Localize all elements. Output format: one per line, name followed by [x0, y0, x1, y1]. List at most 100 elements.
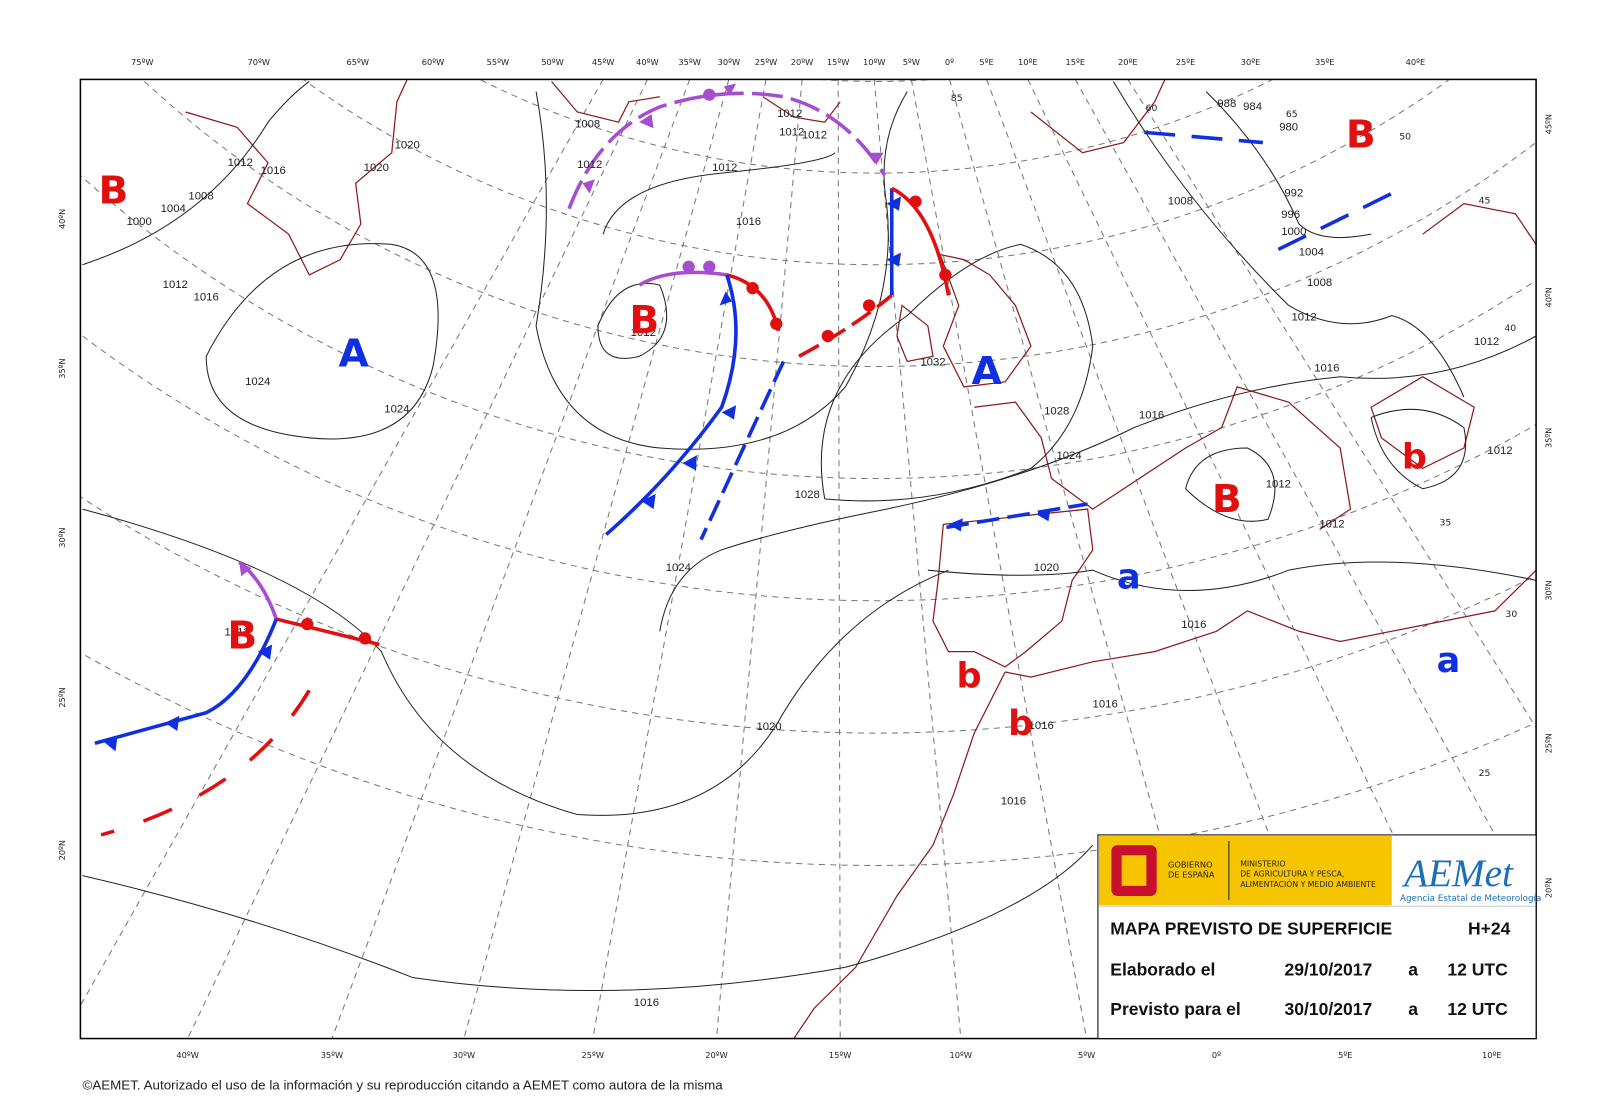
cold-symbol — [641, 493, 656, 510]
occluded-symbol — [582, 179, 595, 194]
bottom-axis-label: 20ºW — [705, 1050, 728, 1060]
isobar-label: 1028 — [795, 489, 820, 501]
isobar-label: 1028 — [1044, 405, 1069, 417]
parallel — [814, 79, 939, 82]
bottom-axis-label: 10ºE — [1482, 1050, 1502, 1060]
right-axis-label: 45ºN — [1543, 114, 1553, 134]
top-axis-label: 30ºW — [718, 57, 741, 67]
warm-front-frontolysis — [798, 293, 893, 358]
coastlines — [185, 79, 1537, 1039]
pressure-center: b — [1402, 438, 1427, 478]
warm-symbol — [909, 195, 922, 208]
bottom-axis-label: 10ºW — [950, 1050, 973, 1060]
row-sep: a — [1408, 999, 1418, 1019]
row-label: Elaborado el — [1110, 960, 1215, 980]
isobar — [1370, 408, 1467, 490]
isobar — [1112, 81, 1465, 398]
top-axis-label: 40ºE — [1406, 57, 1426, 67]
coastline — [793, 671, 1006, 1039]
pressure-center: b — [957, 656, 982, 696]
isobar-label: 1008 — [1168, 196, 1193, 208]
cold-symbol — [948, 518, 963, 532]
top-axis-label: 20ºE — [1118, 57, 1138, 67]
grid-label: 60 — [1146, 103, 1158, 114]
isobar-label: 1020 — [364, 162, 389, 174]
parallel — [141, 79, 1537, 367]
parallel — [80, 174, 1537, 479]
cold-front — [94, 618, 278, 745]
coastline — [896, 304, 934, 363]
top-axis-label: 60ºW — [422, 57, 445, 67]
isobar — [535, 91, 908, 450]
isobar-label: 1012 — [779, 126, 804, 138]
row-date: 29/10/2017 — [1285, 960, 1373, 980]
top-axis-label: 10ºW — [863, 57, 886, 67]
row-date: 30/10/2017 — [1285, 999, 1373, 1019]
warm-symbol — [358, 632, 372, 645]
isobar-label: 992 — [1284, 188, 1303, 200]
coastline — [1370, 376, 1475, 470]
right-axis-label: 20ºN — [1543, 878, 1553, 898]
isobar-label: 996 — [1281, 209, 1300, 221]
info-box: GOBIERNO DE ESPAÑA MINISTERIO DE AGRICUL… — [1097, 834, 1541, 1040]
row-label: Previsto para el — [1110, 999, 1240, 1019]
coastline — [1005, 569, 1537, 678]
meridian — [80, 79, 604, 1007]
parallel — [80, 651, 1537, 866]
top-axis-label: 70ºW — [248, 57, 271, 67]
isobar — [1184, 447, 1276, 522]
pressure-center: A — [971, 349, 1001, 394]
occluded-symbol — [703, 88, 716, 101]
occluded-symbol — [723, 83, 737, 96]
row-sep: a — [1408, 960, 1418, 980]
isobar-label: 1012 — [228, 157, 253, 169]
left-axis-label: 30ºN — [57, 527, 67, 547]
isobar-label: 1004 — [1299, 247, 1324, 259]
isobar-label: 1020 — [1034, 562, 1059, 574]
cold-symbol — [257, 644, 273, 660]
pressure-center: A — [338, 332, 368, 377]
isobar-label: 1012 — [577, 159, 602, 171]
agency-name: Agencia Estatal de Meteorología — [1400, 894, 1541, 904]
isobar-label: 984 — [1243, 101, 1262, 113]
coastline — [762, 96, 841, 123]
top-axis-label: 15ºE — [1065, 57, 1085, 67]
map-title: MAPA PREVISTO DE SUPERFICIE — [1110, 919, 1392, 939]
left-axis-label: 20ºN — [57, 840, 67, 860]
isobars — [82, 81, 1537, 992]
row-time: 12 UTC — [1447, 960, 1508, 980]
ministry-name: ALIMENTACIÓN Y MEDIO AMBIENTE — [1240, 880, 1376, 889]
front-symbols — [103, 83, 1051, 752]
isobar — [205, 243, 439, 440]
grid-label: 65 — [1286, 109, 1298, 120]
warm-symbol — [821, 329, 835, 343]
isobar-label: 980 — [1279, 121, 1298, 133]
isobar-label: 1004 — [161, 203, 186, 215]
right-axis-label: 40ºN — [1543, 287, 1553, 307]
warm-symbol — [939, 268, 952, 282]
isobar-label: 1024 — [666, 562, 691, 574]
isobar-label: 1016 — [1181, 619, 1206, 631]
isobar-label: 1016 — [1314, 363, 1339, 375]
isobar — [602, 152, 836, 235]
meridian — [715, 79, 803, 1039]
top-axis-label: 15ºW — [827, 57, 850, 67]
grid-label: 50 — [1399, 132, 1411, 143]
top-axis-label: 0º — [945, 57, 954, 67]
warm-symbol — [862, 299, 876, 312]
meridian — [910, 79, 1088, 1039]
cold-front-frontolysis — [946, 502, 1088, 530]
coastline — [1422, 202, 1537, 245]
occluded-symbol — [682, 260, 695, 273]
top-axis-label: 35ºW — [678, 57, 701, 67]
meridian — [463, 79, 730, 1039]
isobar-label: 1032 — [920, 357, 945, 369]
top-axis-label: 50ºW — [541, 57, 564, 67]
top-axis-label: 25ºW — [755, 57, 778, 67]
warm-symbol — [746, 282, 759, 295]
isobar-label: 1016 — [194, 291, 219, 303]
isobar-label: 1012 — [1266, 479, 1291, 491]
parallel — [478, 79, 1274, 174]
isobar — [82, 844, 1094, 992]
isobar-label: 1024 — [245, 376, 270, 388]
